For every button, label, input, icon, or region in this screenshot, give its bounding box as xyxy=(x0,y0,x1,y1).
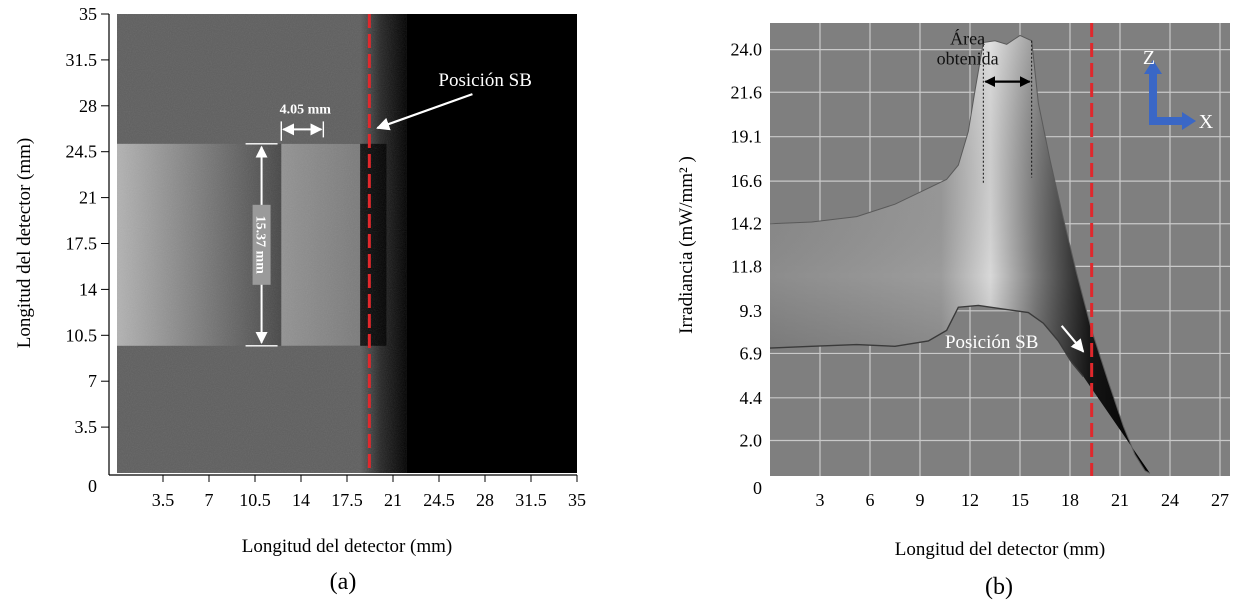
axis-indicator: ZX xyxy=(1143,47,1214,133)
panel-a-label: (a) xyxy=(330,569,357,595)
panel-a-x-axis-label: Longitud del detector (mm) xyxy=(242,536,453,557)
x-tick-label: 7 xyxy=(205,490,214,510)
x-tick-label: 31.5 xyxy=(515,490,547,510)
panel-b-label: (b) xyxy=(985,574,1013,600)
panel-a-y-axis-label: Longitud del detector (mm) xyxy=(14,138,35,349)
x-tick-label: 24.5 xyxy=(423,490,455,510)
x-tick-label: 17.5 xyxy=(331,490,363,510)
x-axis-arrowhead xyxy=(1182,112,1196,130)
sb-position-label: Posición SB xyxy=(945,332,1038,353)
y-tick-label: 17.5 xyxy=(66,234,98,254)
y-tick-label: 9.3 xyxy=(740,301,763,321)
x-tick-label: 3.5 xyxy=(152,490,175,510)
y-tick-label: 3.5 xyxy=(75,417,98,437)
x-tick-label: 14 xyxy=(292,490,310,510)
x-tick-label: 18 xyxy=(1061,490,1079,510)
x-tick-label: 21 xyxy=(1111,490,1129,510)
height-label-background xyxy=(252,204,271,285)
z-axis-arrowhead xyxy=(1144,60,1162,74)
panel-a-axes: 3.5 7 10.5 14 17.5 21 24.5 28 31.5 35 3.5 7 10.5 14 17… xyxy=(66,4,587,510)
y-tick-label: 14.2 xyxy=(731,214,763,234)
z-axis-label: Z xyxy=(1143,47,1155,69)
y-tick-label: 4.4 xyxy=(740,388,763,408)
x-tick-label: 15 xyxy=(1011,490,1029,510)
upper-profile-line xyxy=(769,34,1151,474)
x-axis-label: X xyxy=(1199,111,1214,133)
x-tick-label: 27 xyxy=(1211,490,1229,510)
y-tick-label: 10.5 xyxy=(66,325,98,345)
panel-a-annotations: 4.05 mm 15.37 mm Posición SB xyxy=(245,70,532,347)
sb-position-label: Posición SB xyxy=(438,70,531,91)
y-tick-label: 16.6 xyxy=(731,171,763,191)
detector-dark-region xyxy=(406,14,577,473)
surface-shading xyxy=(770,35,1150,474)
width-dimension-label: 4.05 mm xyxy=(280,102,332,117)
y-tick-label: 31.5 xyxy=(66,50,98,70)
y-tick-label: 6.9 xyxy=(740,343,763,363)
x-tick-label: 3 xyxy=(816,490,825,510)
y-tick-label: 24.0 xyxy=(731,40,763,60)
x-tick-label: 10.5 xyxy=(239,490,271,510)
irradiance-surface xyxy=(769,34,1151,474)
y-tick-label: 19.1 xyxy=(731,127,763,147)
panel-b-y-axis-label: Irradiancia (mW/mm² ) xyxy=(676,156,697,334)
x-tick-label: 6 xyxy=(866,490,875,510)
x-tick-label: 21 xyxy=(384,490,402,510)
y-tick-label: 35 xyxy=(79,4,97,24)
sb-position-arrow xyxy=(1060,325,1085,353)
y-tick-label: 28 xyxy=(79,96,97,116)
panel-b: 3 6 9 12 15 18 21 24 27 2.0 4.4 6.9 9.3 11.8 14.2 16.6 1… xyxy=(676,23,1230,600)
height-dimension-label: 15.37 mm xyxy=(253,216,268,275)
sb-position-arrow xyxy=(376,93,473,131)
panel-b-annotations: Área obtenida Posición SB xyxy=(937,27,1085,353)
y-tick-label: 7 xyxy=(88,371,97,391)
y-tick-label: 24.5 xyxy=(66,142,98,162)
x-tick-label: 28 xyxy=(476,490,494,510)
panel-b-axes: 3 6 9 12 15 18 21 24 27 2.0 4.4 6.9 9.3 11.8 14.2 16.6 1… xyxy=(731,40,1230,510)
y-tick-label: 14 xyxy=(79,279,97,299)
lower-profile-line xyxy=(769,304,1084,377)
y-tick-label: 11.8 xyxy=(731,256,762,276)
origin-label: 0 xyxy=(753,478,762,498)
panel-a: 3.5 7 10.5 14 17.5 21 24.5 28 31.5 35 3.5 7 10.5 14 17… xyxy=(14,4,586,595)
x-tick-label: 24 xyxy=(1161,490,1179,510)
area-label: Área obtenida xyxy=(937,27,999,68)
origin-label: 0 xyxy=(88,476,97,496)
y-tick-label: 21 xyxy=(79,188,97,208)
x-tick-label: 35 xyxy=(568,490,586,510)
y-tick-label: 21.6 xyxy=(731,82,763,102)
y-tick-label: 2.0 xyxy=(740,430,763,450)
x-tick-label: 12 xyxy=(961,490,979,510)
panel-b-x-axis-label: Longitud del detector (mm) xyxy=(895,539,1106,560)
x-tick-label: 9 xyxy=(916,490,925,510)
